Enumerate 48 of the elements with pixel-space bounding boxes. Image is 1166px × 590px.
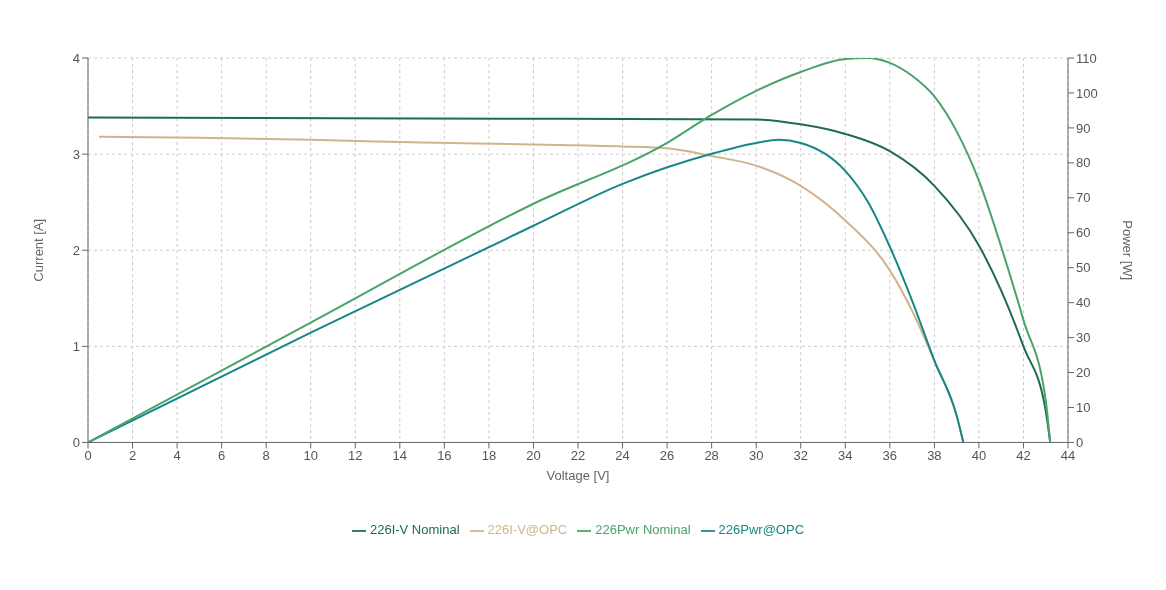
y2-tick-label: 20 <box>1076 365 1091 381</box>
y2-tick-label: 10 <box>1076 400 1091 416</box>
x-tick-label: 40 <box>971 447 987 463</box>
legend-label: 226Pwr@OPC <box>718 522 805 538</box>
y2-tick-label: 80 <box>1076 155 1091 171</box>
x-tick-label: 6 <box>218 447 226 463</box>
y2-tick-label: 0 <box>1076 435 1084 451</box>
y-tick-label: 3 <box>72 146 80 162</box>
x-tick-label: 24 <box>615 447 630 463</box>
x-tick-label: 4 <box>173 447 181 463</box>
x-tick-label: 42 <box>1016 447 1031 463</box>
x-tick-label: 10 <box>303 447 318 463</box>
x-tick-label: 14 <box>392 447 408 463</box>
x-tick-label: 30 <box>748 447 764 463</box>
x-tick-label: 38 <box>927 447 942 463</box>
x-tick-label: 12 <box>348 447 363 463</box>
y2-tick-label: 90 <box>1076 120 1091 136</box>
y2-tick-label: 110 <box>1076 50 1097 66</box>
x-tick-label: 16 <box>437 447 452 463</box>
y-tick-label: 1 <box>72 338 80 354</box>
y2-tick-label: 70 <box>1076 190 1091 206</box>
x-tick-label: 22 <box>570 447 586 463</box>
y2-tick-label: 60 <box>1076 225 1091 241</box>
y2-axis-title: Power [W] <box>1120 220 1136 281</box>
x-tick-label: 2 <box>128 447 137 463</box>
y2-tick-label: 50 <box>1076 260 1091 276</box>
y-tick-label: 2 <box>72 242 80 258</box>
y2-tick-label: 40 <box>1076 295 1091 311</box>
y2-tick-label: 30 <box>1076 330 1091 346</box>
x-tick-label: 0 <box>84 447 92 463</box>
y-axis-title: Current [A] <box>30 218 46 282</box>
x-tick-label: 44 <box>1060 447 1076 463</box>
y2-tick-label: 100 <box>1076 85 1098 101</box>
legend-label: 226I-V@OPC <box>487 522 568 538</box>
x-tick-label: 34 <box>838 447 853 463</box>
x-tick-label: 8 <box>262 447 270 463</box>
line-series <box>88 58 1052 443</box>
y-tick-label: 4 <box>72 50 80 66</box>
x-axis-title: Voltage [V] <box>546 468 610 484</box>
x-tick-label: 32 <box>793 447 808 463</box>
x-tick-label: 28 <box>704 447 719 463</box>
x-tick-label: 18 <box>481 447 497 463</box>
y-tick-label: 0 <box>72 435 80 451</box>
legend-label: 226I-V Nominal <box>369 522 460 538</box>
x-tick-label: 36 <box>882 447 898 463</box>
legend-label: 226Pwr Nominal <box>595 522 691 538</box>
x-tick-label: 20 <box>526 447 541 463</box>
x-tick-label: 26 <box>659 447 675 463</box>
